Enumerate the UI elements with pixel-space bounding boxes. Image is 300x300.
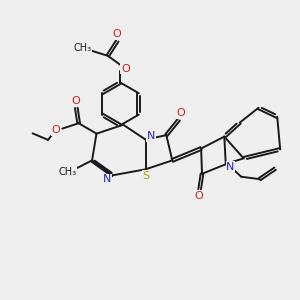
- Text: O: O: [112, 29, 121, 39]
- Text: CH₃: CH₃: [58, 167, 76, 177]
- Text: CH₃: CH₃: [73, 44, 91, 53]
- Text: O: O: [51, 125, 60, 135]
- Text: N: N: [147, 131, 155, 141]
- Text: S: S: [142, 171, 150, 181]
- Text: O: O: [195, 191, 203, 201]
- Text: O: O: [71, 96, 80, 106]
- Text: O: O: [176, 108, 185, 118]
- Text: O: O: [121, 64, 130, 74]
- Text: N: N: [103, 174, 111, 184]
- Text: N: N: [226, 162, 234, 172]
